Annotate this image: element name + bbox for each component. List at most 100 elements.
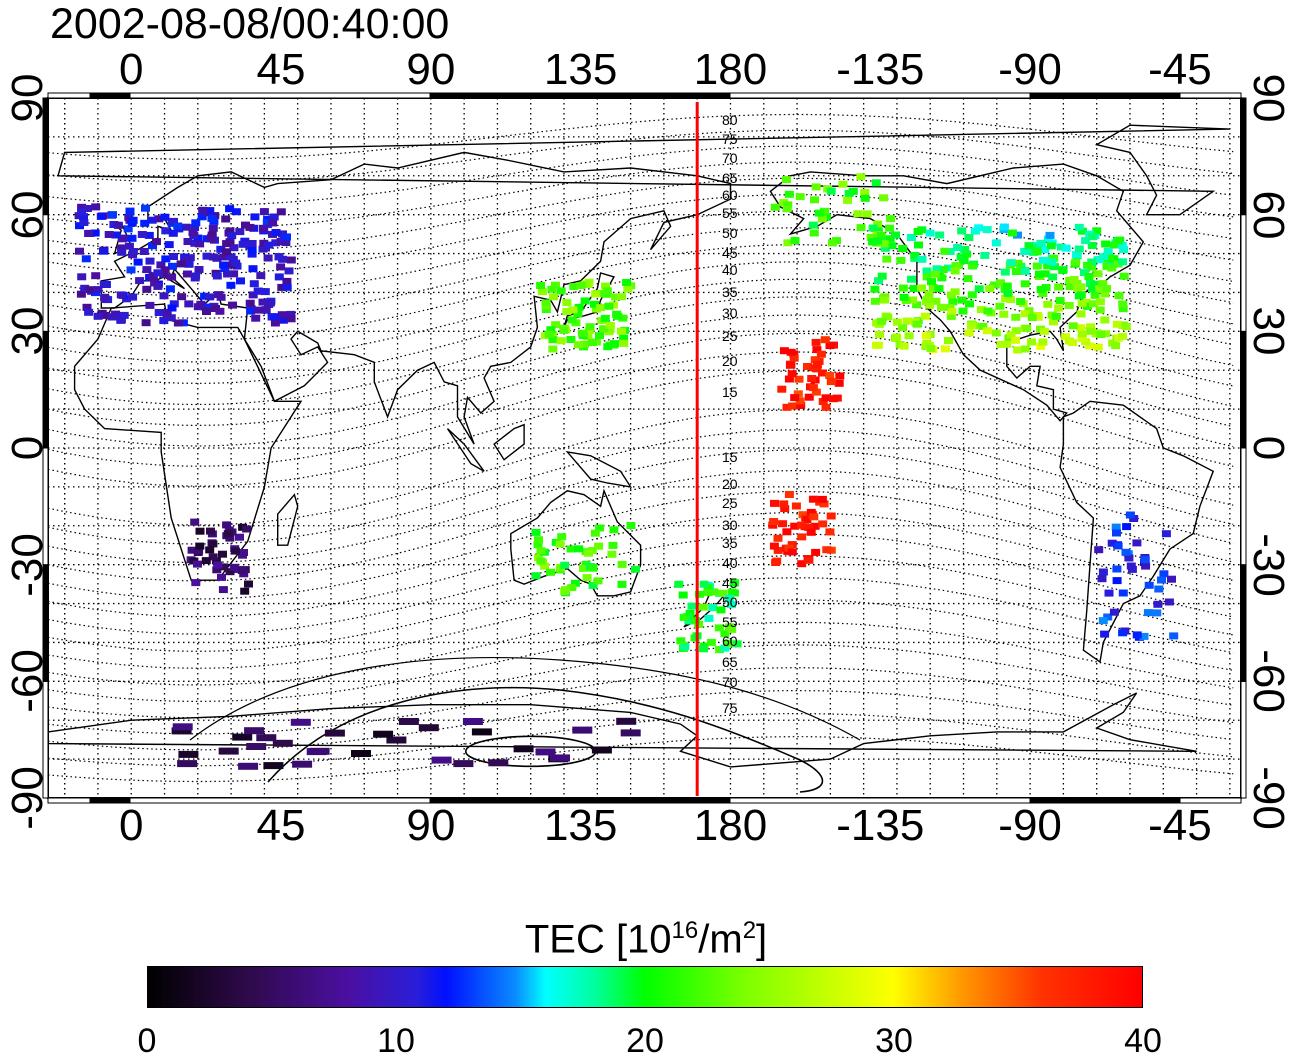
tec-point [201,557,211,565]
tec-point [1112,529,1121,537]
tec-point [248,291,258,299]
tec-point [137,231,147,238]
tec-point [715,646,725,654]
tec-point [601,282,611,290]
tec-point [616,717,637,725]
tec-point [818,369,827,377]
tec-point [1100,630,1110,638]
tec-point [982,327,992,335]
tec-point [1098,568,1108,576]
tec-point [221,215,231,223]
tec-point [80,284,90,292]
tec-point [898,284,908,292]
tec-point [698,603,708,611]
tec-point [1119,246,1129,253]
tec-point [626,522,636,529]
tec-point [1099,253,1109,261]
contour-line [47,449,1234,564]
tec-point [570,579,580,587]
tec-point [1011,327,1021,335]
tec-point [808,495,818,503]
tec-point [1068,339,1078,347]
tec-point [1011,268,1021,275]
contour-label: 20 [722,353,738,369]
tec-point [1038,290,1048,297]
tec-point [181,223,191,231]
tec-point [856,173,866,181]
tec-point [1088,285,1097,293]
tec-point [1169,632,1179,640]
tec-point [1043,235,1053,243]
tec-point [804,523,814,531]
tec-point [896,256,906,264]
contour-line [47,409,1234,526]
tec-point [590,300,599,308]
tec-point [351,750,371,757]
tec-point [786,361,796,369]
tec-point [676,637,686,645]
tec-point [541,306,551,313]
tec-point [1069,276,1079,283]
tec-point [111,231,121,239]
tec-point [1048,273,1058,281]
tec-point [556,287,566,295]
tec-point [261,306,271,314]
tec-point [679,613,689,621]
tec-point [1080,269,1089,277]
contour-label: 75 [722,700,738,716]
tec-point [1032,244,1042,252]
tec-point [548,345,558,353]
lon-tick-bottom: 90 [406,801,456,850]
tec-point [178,750,199,758]
lon-tick-bottom: 135 [543,801,618,850]
tec-point [920,312,930,320]
tec-point [790,394,800,402]
tec-point [182,256,191,264]
lon-tick-bottom: 180 [693,801,768,850]
tec-point [718,589,728,597]
tec-point [996,279,1005,287]
tec-point [195,240,205,248]
tec-point [826,512,836,520]
tec-point [947,307,957,315]
lon-tick-bottom: -45 [1148,801,1212,850]
tec-point [1085,342,1095,350]
tec-point [286,310,296,318]
tec-point [274,273,284,281]
tec-point [258,298,268,306]
contour-line [47,555,1234,652]
lon-tick-bottom: 45 [256,801,306,850]
tec-point [874,277,883,285]
lat-tick-right: 60 [1244,190,1292,240]
coast-greenland [57,124,1230,216]
tec-point [247,240,257,247]
tec-point [281,239,291,246]
tec-point [1043,262,1053,270]
tec-point [225,534,235,542]
tec-point [1077,227,1087,235]
tec-point [835,372,845,380]
tec-point [1013,346,1023,354]
tec-point [1109,608,1119,616]
tec-point [230,547,240,555]
lat-tick-right: -60 [1244,649,1292,714]
tec-point [1003,289,1013,297]
tec-point [546,326,556,334]
tec-point [271,229,281,236]
lat-tick-left: -90 [3,766,52,830]
tec-point [1095,306,1105,314]
tec-point [811,548,821,556]
tec-point [808,221,818,229]
tec-point [898,324,908,332]
tec-point [77,273,87,281]
tec-point [547,285,557,293]
tec-point [159,292,169,300]
tec-point [1013,259,1023,267]
colorbar-tick: 20 [626,1022,664,1060]
tec-point [605,322,615,329]
tec-point [898,245,908,252]
tec-point [809,229,819,237]
tec-point [418,724,439,732]
tec-point [245,223,255,231]
tec-point [951,262,961,269]
